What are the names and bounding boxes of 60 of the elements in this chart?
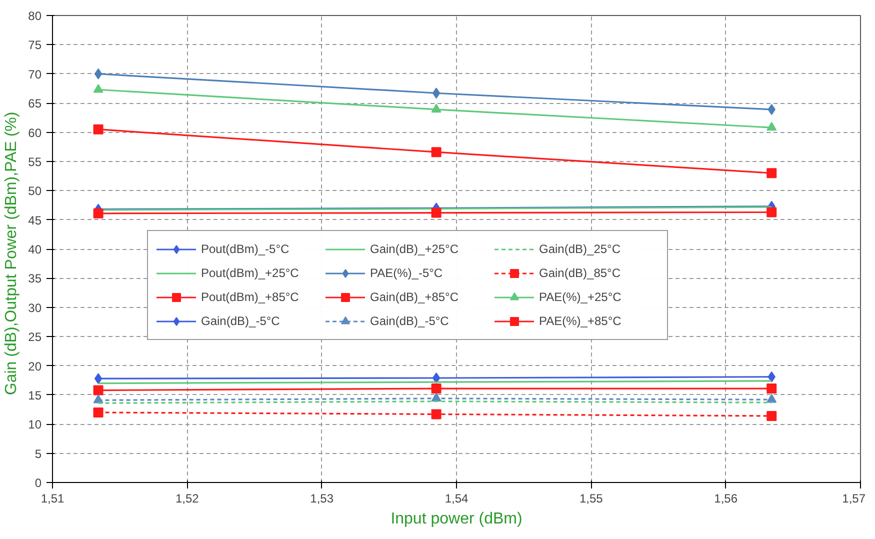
y-tick-label: 40: [28, 242, 42, 256]
legend-label: PAE(%)_-5°C: [370, 266, 444, 280]
legend-label: Gain(dB)_+25°C: [370, 242, 460, 256]
point: [431, 392, 442, 402]
y-tick-label: 55: [28, 154, 42, 169]
legend-label: PAE(%)_+25°C: [539, 290, 622, 304]
point: [766, 384, 777, 394]
point: [94, 68, 102, 80]
point: [93, 124, 104, 134]
point: [93, 407, 104, 418]
y-tick-label: 80: [28, 9, 42, 23]
point: [766, 410, 777, 421]
point: [432, 88, 440, 99]
y-tick-label: 45: [28, 213, 42, 228]
y-axis-title: Gain (dB),Output Power (dBm),PAE (%): [3, 112, 20, 396]
y-tick-label: 0: [34, 476, 42, 490]
x-tick-label: 1,55: [579, 492, 604, 506]
point: [431, 384, 442, 394]
legend-label: Gain(dB)_-5°C: [370, 314, 450, 328]
point: [431, 147, 442, 158]
point: [766, 394, 777, 403]
point: [431, 208, 442, 218]
x-tick-label: 1,56: [714, 492, 738, 506]
legend-label: Gain(dB)_85°C: [539, 266, 622, 280]
y-tick-label: 5: [34, 446, 42, 461]
legend-label: PAE(%)_+85°C: [539, 314, 622, 328]
x-tick-label: 1,52: [175, 492, 200, 506]
y-tick-label: 70: [28, 67, 42, 82]
legend-label: Pout(dBm)_-5°C: [201, 242, 290, 256]
x-tick-label: 1,57: [842, 492, 866, 506]
x-tick-label: 1,54: [444, 492, 469, 506]
y-tick-label: 75: [28, 38, 42, 52]
x-tick-label: 1,51: [40, 492, 65, 506]
legend-label: Pout(dBm)_+25°C: [201, 266, 300, 280]
legend-label: Gain(dB)_-5°C: [201, 314, 281, 328]
y-tick-label: 15: [28, 388, 42, 402]
legend-label: Pout(dBm)_+85°C: [201, 290, 300, 304]
point: [93, 208, 104, 218]
point: [766, 122, 777, 131]
y-tick-label: 30: [28, 300, 42, 315]
x-tick-label: 1,53: [310, 492, 334, 506]
y-tick-label: 20: [28, 359, 42, 374]
legend-label: Gain(dB)_25°C: [539, 242, 622, 256]
point: [94, 373, 102, 384]
point: [93, 394, 104, 404]
point: [93, 385, 104, 396]
point: [431, 409, 442, 420]
x-axis-title: Input power (dBm): [390, 510, 522, 528]
point: [431, 104, 442, 113]
y-tick-label: 25: [28, 330, 42, 344]
point: [766, 207, 777, 218]
y-tick-label: 60: [28, 126, 42, 140]
y-tick-label: 35: [28, 272, 42, 286]
legend-label: Gain(dB)_+85°C: [370, 290, 460, 304]
y-tick-label: 65: [28, 96, 42, 111]
point: [93, 84, 104, 93]
y-tick-label: 10: [28, 418, 42, 432]
y-tick-label: 50: [28, 184, 42, 198]
point: [432, 372, 440, 384]
point: [766, 168, 777, 178]
